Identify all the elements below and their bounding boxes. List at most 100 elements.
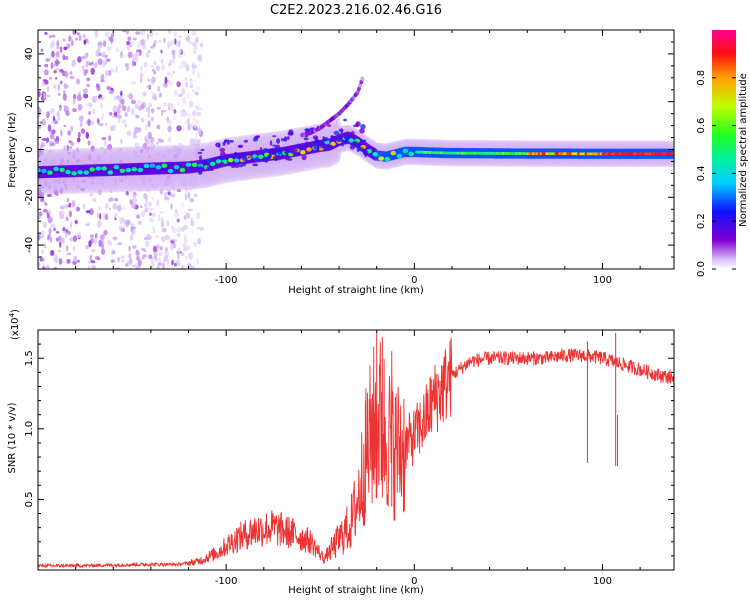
- ridge-core: [173, 165, 180, 170]
- noise-speckle: [62, 38, 66, 42]
- noise-speckle: [170, 244, 174, 251]
- y-tick-label: 20: [24, 95, 35, 108]
- noise-speckle: [74, 220, 78, 224]
- noise-speckle: [159, 246, 163, 251]
- ridge-core: [77, 170, 83, 175]
- y-tick-label: 1.0: [24, 421, 35, 437]
- noise-speckle: [128, 245, 131, 252]
- noise-speckle: [163, 37, 167, 43]
- noise-speckle: [106, 58, 111, 62]
- noise-speckle: [171, 49, 176, 56]
- noise-speckle: [87, 40, 90, 45]
- noise-speckle: [126, 40, 130, 46]
- noise-speckle: [100, 103, 104, 109]
- ridge-core: [671, 152, 674, 156]
- noise-speckle: [178, 93, 183, 97]
- noise-speckle: [140, 65, 143, 72]
- noise-speckle: [153, 251, 158, 257]
- noise-speckle: [38, 107, 42, 115]
- noise-speckle: [101, 52, 106, 58]
- colorbar-tick-label: 0.6: [696, 118, 707, 134]
- noise-speckle: [42, 222, 48, 228]
- noise-speckle: [146, 33, 150, 40]
- noise-speckle: [96, 118, 100, 124]
- noise-speckle: [88, 110, 91, 116]
- noise-speckle: [171, 73, 174, 77]
- noise-speckle: [125, 219, 131, 226]
- noise-speckle: [168, 62, 172, 67]
- ridge-scatter: [239, 164, 243, 168]
- noise-speckle: [59, 205, 65, 210]
- noise-speckle: [181, 60, 187, 67]
- noise-speckle: [145, 200, 148, 206]
- noise-speckle: [185, 81, 188, 88]
- noise-speckle: [84, 53, 88, 60]
- ridge-core: [185, 162, 192, 167]
- noise-speckle: [181, 88, 186, 96]
- ridge-scatter: [313, 144, 317, 150]
- noise-speckle: [192, 41, 198, 47]
- noise-speckle: [42, 266, 46, 269]
- noise-speckle: [127, 260, 133, 264]
- noise-speckle: [163, 192, 169, 197]
- noise-speckle: [143, 237, 149, 240]
- noise-speckle: [147, 113, 151, 118]
- noise-speckle: [144, 208, 148, 213]
- noise-speckle: [45, 58, 50, 62]
- noise-speckle: [41, 249, 44, 254]
- noise-speckle: [103, 229, 108, 236]
- ridge-scatter: [338, 128, 344, 132]
- noise-speckle: [70, 125, 74, 132]
- noise-speckle: [151, 226, 155, 230]
- noise-speckle: [115, 65, 118, 73]
- noise-speckle: [115, 47, 120, 53]
- noise-speckle: [47, 124, 52, 132]
- noise-speckle: [177, 247, 181, 254]
- noise-speckle: [196, 257, 199, 265]
- noise-speckle: [94, 233, 98, 239]
- noise-speckle: [194, 45, 198, 50]
- noise-speckle: [98, 123, 104, 127]
- noise-speckle: [49, 76, 52, 80]
- branch-mark: [357, 86, 361, 92]
- noise-speckle: [65, 216, 69, 222]
- noise-speckle: [101, 137, 107, 141]
- noise-speckle: [53, 84, 57, 90]
- noise-speckle: [69, 75, 75, 80]
- noise-speckle: [166, 219, 170, 227]
- noise-speckle: [114, 197, 119, 202]
- noise-speckle: [55, 67, 61, 72]
- ridge-scatter: [336, 137, 341, 143]
- noise-speckle: [164, 195, 168, 201]
- noise-speckle: [140, 210, 146, 217]
- ridge-scatter: [200, 148, 205, 152]
- noise-speckle: [150, 262, 155, 268]
- x-tick-label: 100: [593, 576, 612, 587]
- noise-speckle: [57, 117, 61, 121]
- noise-speckle: [182, 51, 186, 57]
- noise-speckle: [58, 235, 62, 241]
- noise-speckle: [187, 123, 191, 131]
- noise-speckle: [197, 54, 202, 62]
- noise-speckle: [116, 95, 120, 100]
- ridge-scatter: [267, 154, 272, 158]
- ridge-core: [209, 161, 216, 166]
- noise-speckle: [196, 211, 200, 220]
- ridge-scatter: [322, 135, 325, 142]
- noise-speckle: [73, 255, 77, 263]
- noise-speckle: [70, 141, 75, 146]
- ridge-scatter: [343, 118, 347, 122]
- ridge-scatter: [350, 130, 355, 137]
- ridge-scatter: [316, 145, 320, 151]
- noise-speckle: [172, 70, 175, 74]
- noise-speckle: [125, 30, 130, 35]
- noise-speckle: [110, 259, 115, 263]
- noise-speckle: [101, 248, 106, 255]
- noise-speckle: [87, 140, 91, 146]
- ridge-core: [53, 166, 59, 172]
- noise-speckle: [143, 62, 148, 68]
- ridge-core: [83, 170, 89, 175]
- noise-speckle: [46, 85, 50, 93]
- noise-speckle: [49, 57, 52, 60]
